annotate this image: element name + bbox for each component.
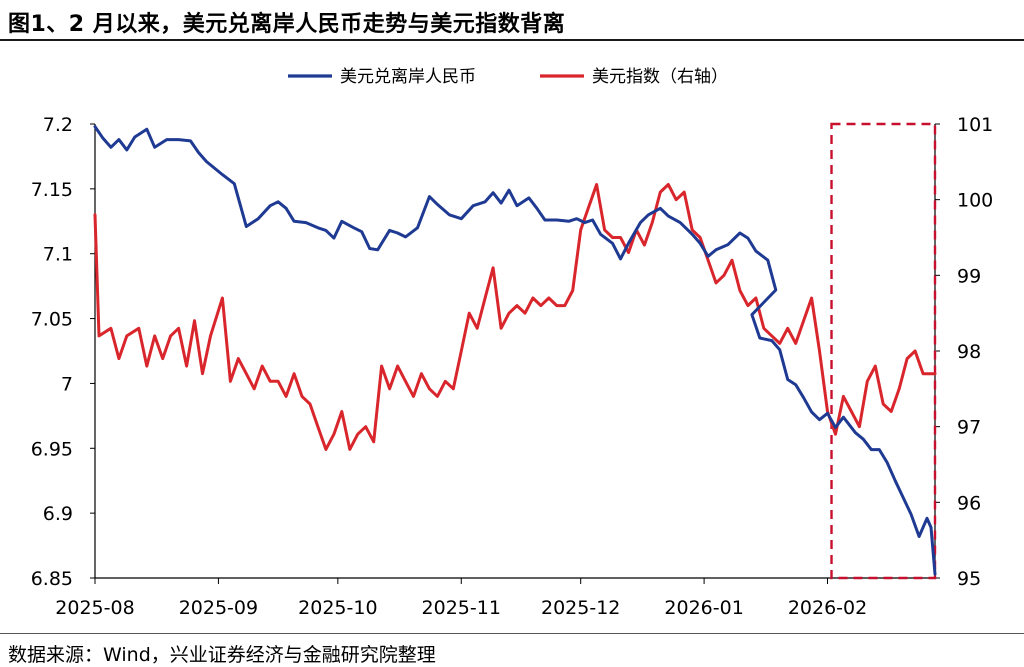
y-right-tick-label: 99	[957, 265, 981, 287]
y-left-tick-label: 6.85	[31, 568, 73, 590]
y-left-tick-label: 7.2	[43, 114, 73, 136]
x-tick-label: 2025-08	[55, 597, 134, 619]
x-tick-label: 2025-09	[179, 597, 258, 619]
y-right-tick-label: 96	[957, 492, 981, 514]
legend-label-0: 美元兑离岸人民币	[340, 67, 476, 87]
legend-label-1: 美元指数（右轴）	[592, 67, 728, 87]
y-left-tick-label: 7.05	[31, 309, 73, 331]
y-right-tick-label: 98	[957, 341, 981, 363]
x-tick-label: 2025-10	[298, 597, 377, 619]
series-lines	[93, 125, 937, 576]
x-tick-label: 2025-12	[541, 597, 620, 619]
x-tick-label: 2025-11	[422, 597, 501, 619]
y-left-tick-label: 7.15	[31, 179, 73, 201]
y-right-tick-label: 95	[957, 568, 981, 590]
chart-title: 图1、2 月以来，美元兑离岸人民币走势与美元指数背离	[8, 12, 566, 37]
x-tick-label: 2026-02	[788, 597, 867, 619]
series-line-dxy	[93, 183, 937, 451]
highlight-box	[830, 122, 937, 580]
y-right-tick-label: 97	[957, 417, 981, 439]
source-note: 数据来源：Wind，兴业证券经济与金融研究院整理	[8, 644, 436, 666]
y-left-tick-label: 7.1	[43, 244, 73, 266]
y-left-tick-label: 7	[61, 373, 73, 395]
chart: 7.2 7.15 7.1 7.05 7 6.95 6.9 6.85 101 100 99 98 97 96…	[31, 67, 994, 619]
source-rule	[0, 633, 1024, 634]
y-left-tick-label: 6.95	[31, 438, 73, 460]
title-rule	[0, 39, 1024, 41]
x-tick-label: 2026-01	[664, 597, 743, 619]
y-right-tick-label: 100	[957, 190, 993, 212]
series-line-usdcnh	[93, 125, 937, 576]
y-left-tick-label: 6.9	[43, 503, 73, 525]
axes: 7.2 7.15 7.1 7.05 7 6.95 6.9 6.85 101 100 99 98 97 96…	[31, 114, 994, 619]
legend: 美元兑离岸人民币 美元指数（右轴）	[288, 67, 728, 87]
highlight-rect	[830, 122, 937, 580]
y-right-tick-label: 101	[957, 114, 993, 136]
